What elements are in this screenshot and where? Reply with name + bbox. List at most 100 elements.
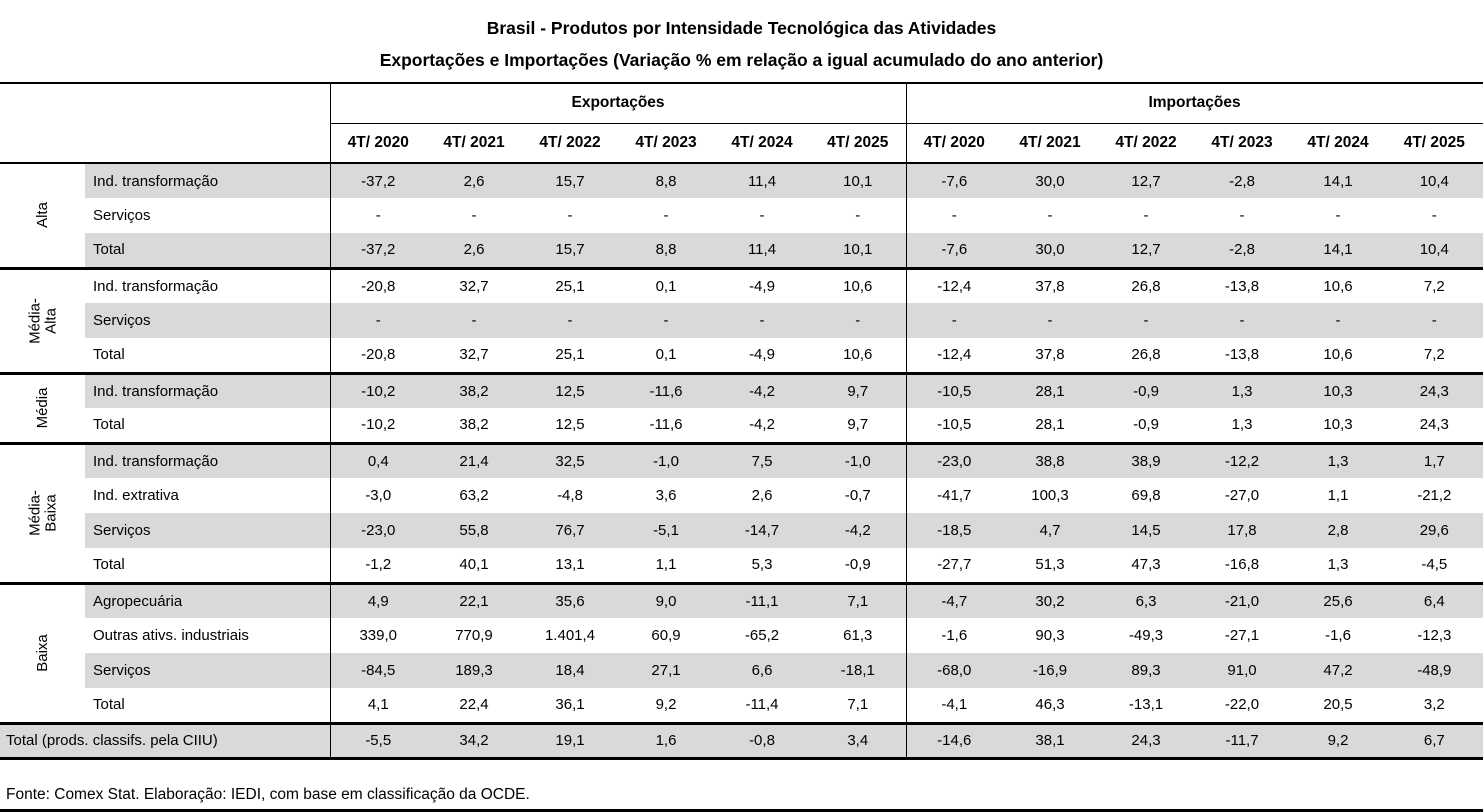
value-cell: 28,1	[1002, 371, 1099, 408]
value-cell: 14,1	[1290, 233, 1387, 268]
value-cell: -11,6	[618, 371, 714, 408]
value-cell: -4,9	[714, 266, 810, 303]
period-header: 4T/ 2022	[1098, 123, 1195, 164]
group-label-media-alta: Média- Alta	[0, 266, 85, 373]
value-cell: -4,1	[905, 688, 1003, 723]
value-cell: -13,8	[1194, 266, 1291, 303]
source-note: Fonte: Comex Stat. Elaboração: IEDI, com…	[6, 786, 530, 803]
value-cell: -22,0	[1224, 696, 1260, 714]
value-cell: -	[1290, 303, 1387, 338]
value-cell: -11,7	[1194, 721, 1291, 760]
value-cell: -18,1	[810, 653, 907, 688]
value-cell: 10,1	[810, 233, 907, 268]
row-label: Total	[93, 696, 125, 714]
value-cell: -27,0	[1224, 487, 1260, 504]
value-cell: -27,1	[1224, 627, 1260, 644]
value-cell: 40,1	[459, 556, 489, 574]
value-cell: 17,8	[1194, 513, 1291, 548]
value-cell: 69,8	[1131, 487, 1161, 504]
value-cell: -16,9	[1002, 653, 1099, 688]
value-cell: 7,2	[1386, 338, 1483, 373]
value-cell: 10,3	[1290, 371, 1387, 408]
value-cell: 4,7	[1002, 513, 1099, 548]
value-cell: 22,4	[459, 696, 489, 714]
value-cell: 7,1	[810, 581, 907, 618]
value-cell: 2,8	[1290, 513, 1387, 548]
value-cell: 36,1	[555, 696, 585, 714]
table-row: Serviços -84,5 189,3 18,4 27,1 6,6 -18,1…	[0, 653, 1483, 688]
row-label: Serviços	[85, 303, 330, 338]
exports-group-header: Exportações	[329, 82, 907, 124]
row-label: Outras ativs. industriais	[93, 627, 249, 644]
value-cell: 10,4	[1386, 233, 1483, 268]
value-cell: 9,2	[1290, 721, 1387, 760]
value-cell: -65,2	[744, 627, 780, 644]
row-label: Serviços	[93, 207, 151, 224]
grand-total-row: Total (prods. classifs. pela CIIU) -5,5 …	[0, 721, 1483, 760]
value-cell: 37,8	[1002, 266, 1099, 303]
value-cell: 13,1	[555, 556, 585, 574]
table-row: Alta Ind. transformação -37,2 2,6 15,7 8…	[0, 163, 1483, 268]
value-cell: 3,6	[655, 487, 677, 504]
value-cell: -0,9	[1133, 416, 1159, 434]
value-cell: 47,3	[1131, 556, 1161, 574]
value-cell: -37,2	[329, 163, 426, 198]
value-cell: 15,7	[522, 163, 618, 198]
value-cell: -4,2	[810, 513, 907, 548]
title-block: Brasil - Produtos por Intensidade Tecnol…	[0, 0, 1483, 76]
value-cell: -14,6	[905, 721, 1003, 760]
value-cell: 25,1	[522, 266, 618, 303]
value-cell: 3,4	[810, 721, 907, 760]
value-cell: -10,5	[905, 408, 1003, 443]
value-cell: 10,6	[810, 266, 907, 303]
value-cell: 38,2	[459, 416, 489, 434]
row-label: Serviços	[85, 653, 330, 688]
value-cell: -1,6	[905, 618, 1003, 653]
row-label: Agropecuária	[85, 581, 330, 618]
value-cell: -1,6	[1325, 627, 1351, 644]
row-label: Total	[93, 346, 125, 364]
row-label: Ind. transformação	[85, 163, 330, 198]
value-cell: -23,0	[905, 441, 1003, 478]
value-cell: 1,3	[1194, 371, 1291, 408]
value-cell: 6,3	[1098, 581, 1195, 618]
value-cell: 100,3	[1031, 487, 1069, 504]
value-cell: 9,0	[618, 581, 714, 618]
value-cell: -5,5	[329, 721, 426, 760]
value-cell: 1,3	[1327, 556, 1349, 574]
value-cell: -0,9	[844, 556, 871, 574]
value-cell: -	[1386, 198, 1483, 233]
imports-group-header: Importações	[905, 82, 1483, 124]
group-label-baixa: Baixa	[0, 581, 85, 723]
value-cell: 7,5	[714, 441, 810, 478]
value-cell: -	[1143, 207, 1149, 224]
value-cell: -14,7	[714, 513, 810, 548]
value-cell: -10,2	[329, 408, 426, 443]
value-cell: 339,0	[329, 618, 426, 653]
value-cell: 38,9	[1098, 441, 1195, 478]
value-cell: -	[1002, 303, 1099, 338]
group-label-text: Média- Alta	[25, 297, 59, 344]
value-cell: 15,7	[522, 233, 618, 268]
value-cell: 12,5	[555, 416, 585, 434]
table-row: Outras ativs. industriais 339,0 770,9 1.…	[0, 618, 1483, 653]
value-cell: 7,2	[1386, 266, 1483, 303]
value-cell: -20,8	[329, 266, 426, 303]
value-cell: 32,5	[522, 441, 618, 478]
value-cell: 4,9	[329, 581, 426, 618]
value-cell: -11,6	[649, 416, 683, 434]
value-cell: 10,4	[1386, 163, 1483, 198]
value-cell: -68,0	[905, 653, 1003, 688]
value-cell: 51,3	[1035, 556, 1065, 574]
value-cell: 2,6	[426, 163, 522, 198]
period-header: 4T/ 2024	[714, 123, 810, 164]
value-cell: -	[1194, 303, 1291, 338]
value-cell: 5,3	[751, 556, 773, 574]
value-cell: -7,6	[905, 233, 1003, 268]
value-cell: -	[618, 303, 714, 338]
value-cell: -11,4	[745, 696, 779, 714]
value-cell: 0,1	[618, 266, 714, 303]
table-row: Serviços - - - - - - - - - - - -	[0, 303, 1483, 338]
group-label-text: Média	[33, 387, 51, 429]
table-row: Total -1,2 40,1 13,1 1,1 5,3 -0,9 -27,7 …	[0, 548, 1483, 583]
